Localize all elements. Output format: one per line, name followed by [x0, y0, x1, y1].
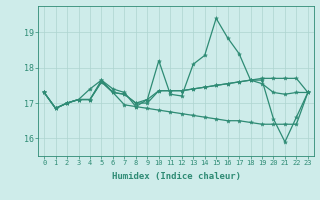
- X-axis label: Humidex (Indice chaleur): Humidex (Indice chaleur): [111, 172, 241, 181]
